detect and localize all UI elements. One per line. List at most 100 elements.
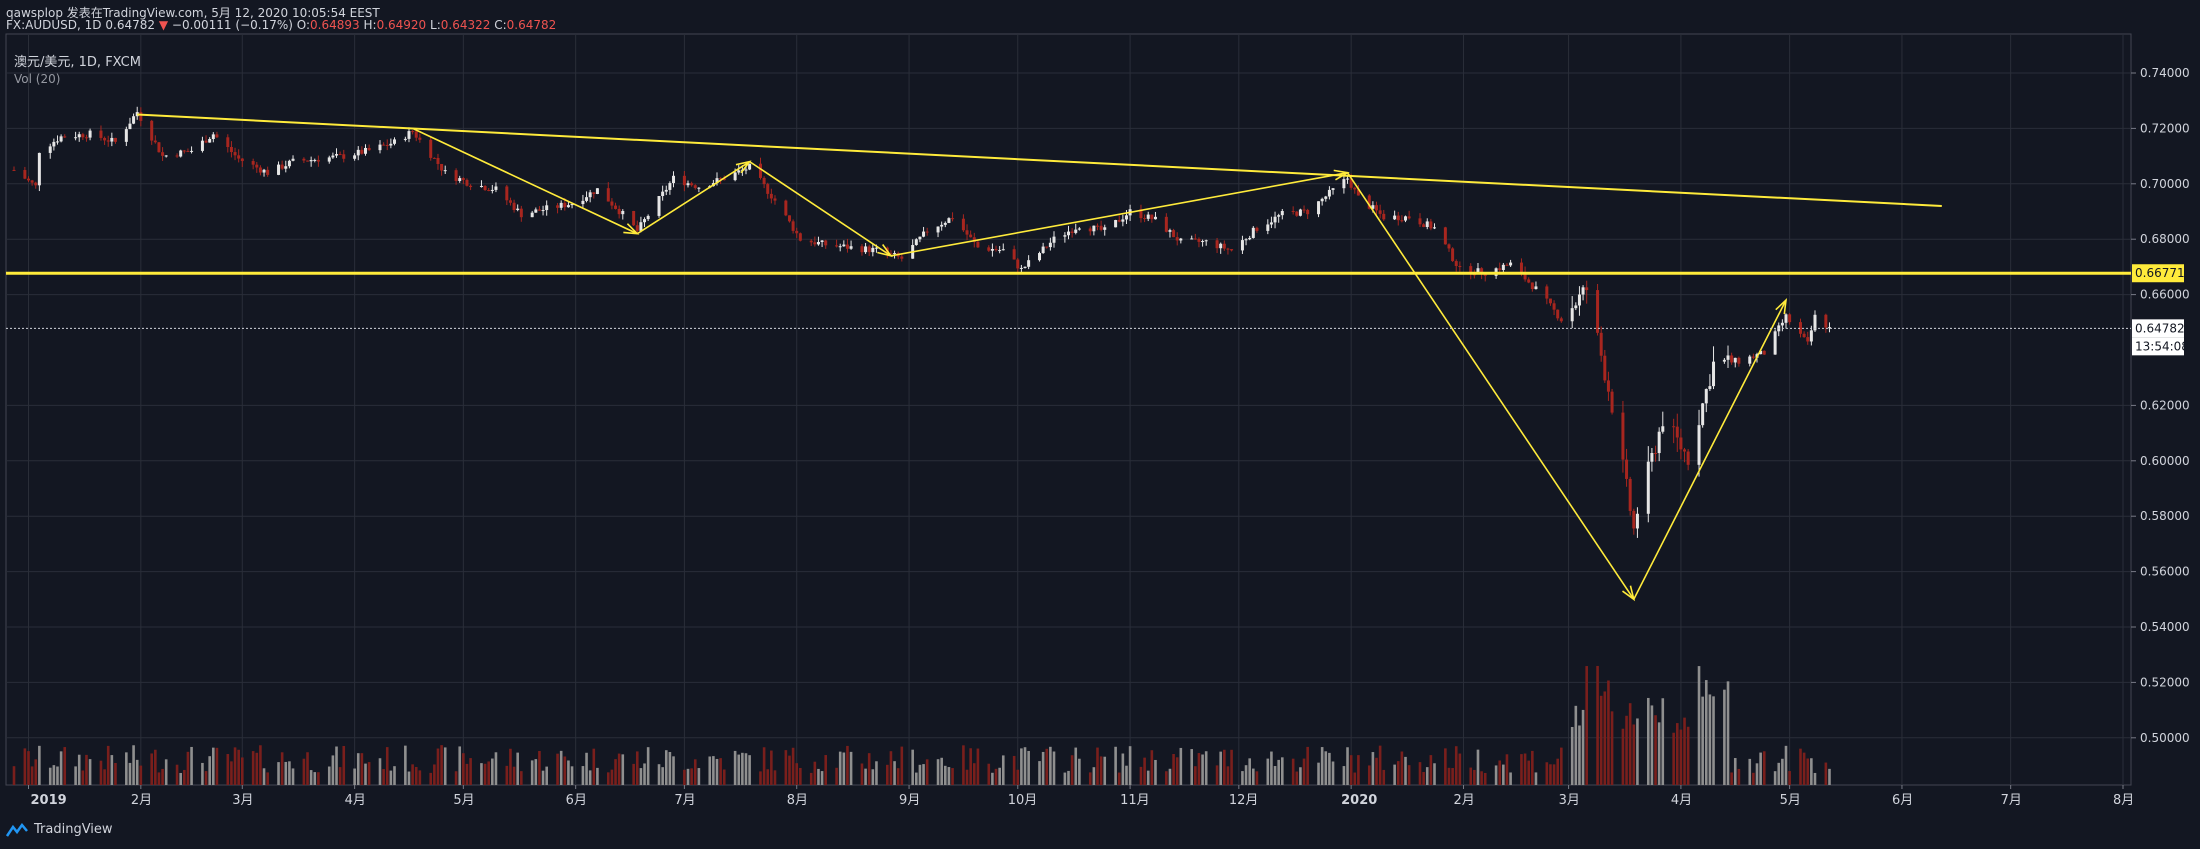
volume-bar	[1317, 762, 1320, 785]
candle-body	[965, 230, 969, 235]
volume-bar	[157, 772, 161, 785]
volume-bar	[610, 769, 614, 785]
candle-body	[63, 136, 67, 138]
candle-body	[1201, 241, 1205, 243]
candle-body	[1523, 272, 1527, 280]
volume-bar	[1324, 751, 1328, 785]
candle-body	[1317, 201, 1321, 215]
volume-bar	[1610, 711, 1614, 785]
volume-bar	[288, 761, 291, 785]
volume-bar	[382, 769, 385, 785]
volume-bar	[1270, 751, 1273, 785]
volume-bar	[1683, 717, 1686, 785]
volume-bar	[1052, 751, 1056, 785]
candle-body	[367, 147, 371, 151]
candle-body	[1124, 215, 1128, 220]
volume-bar	[458, 746, 462, 785]
candle-body	[1476, 268, 1480, 275]
candle-body	[1327, 189, 1331, 197]
volume-bar	[864, 768, 867, 785]
grid-lines	[6, 34, 2131, 785]
volume-bar	[1447, 767, 1451, 785]
volume-bar	[367, 762, 371, 785]
volume-bar	[1074, 747, 1078, 785]
volume-bar	[922, 764, 925, 785]
volume-bar	[443, 747, 447, 785]
x-tick-label: 5月	[453, 793, 474, 808]
candle-body	[461, 178, 465, 180]
volume-bar	[277, 762, 280, 785]
candle-body	[519, 208, 523, 218]
tradingview-brand[interactable]: TradingView	[6, 822, 113, 837]
volume-bar	[1708, 694, 1712, 785]
candle-body	[1646, 461, 1650, 514]
volume-bars	[12, 665, 1831, 785]
volume-bar	[433, 764, 436, 785]
volume-bar	[280, 752, 284, 785]
candle-body	[889, 253, 893, 255]
candle-body	[1114, 220, 1118, 228]
candle-body	[291, 158, 295, 161]
volume-bar	[81, 770, 85, 785]
volume-bar	[1255, 771, 1259, 785]
candle-body	[1654, 453, 1658, 455]
candle-body	[26, 178, 30, 181]
price-axis[interactable]: 0.74000 0.72000 0.70000 0.68000 0.66000 0.620…	[2131, 66, 2190, 745]
volume-bar	[1737, 768, 1741, 785]
candle-body	[842, 244, 846, 247]
countdown-label: 13:54:08	[2135, 339, 2189, 353]
volume-bar	[886, 764, 889, 785]
candle-body	[976, 241, 980, 248]
candle-body	[537, 209, 541, 211]
volume-bar	[1070, 755, 1074, 785]
candle-body	[1704, 389, 1708, 404]
low-label: L:	[430, 18, 441, 32]
volume-bar	[1165, 771, 1168, 785]
candle-body	[52, 141, 56, 147]
volume-bar	[291, 768, 295, 785]
volume-bar	[541, 770, 545, 785]
volume-bar	[1505, 754, 1509, 785]
volume-bar	[606, 772, 610, 785]
volume-bar	[1697, 666, 1701, 785]
y-tick-label: 0.58000	[2140, 509, 2190, 523]
volume-bar	[1241, 771, 1244, 785]
candle-body	[1806, 337, 1810, 342]
volume-bar	[103, 769, 106, 785]
volume-bar	[744, 753, 748, 785]
candle-body	[1016, 259, 1020, 269]
candle-body	[378, 144, 382, 151]
candle-body	[784, 200, 788, 216]
volume-bar	[1813, 772, 1817, 785]
candle-body	[1581, 287, 1585, 295]
candle-body	[697, 187, 701, 189]
candle-body	[306, 160, 310, 162]
volume-bar	[889, 751, 893, 785]
candle-body	[614, 205, 618, 209]
volume-bar	[1773, 771, 1777, 785]
volume-bar	[110, 755, 114, 785]
candle-body	[1291, 210, 1295, 212]
volume-bar	[1328, 752, 1331, 785]
volume-bar	[233, 747, 237, 785]
volume-bar	[436, 748, 440, 785]
candle-body	[113, 137, 117, 142]
volume-bar	[1480, 771, 1483, 785]
volume-bar	[708, 756, 712, 785]
volume-bar	[817, 768, 820, 785]
volume-bar	[1675, 723, 1679, 785]
volume-bar	[875, 761, 878, 785]
candle-body	[715, 178, 719, 184]
candle-body	[157, 142, 161, 153]
volume-bar	[1320, 747, 1324, 785]
candle-body	[940, 224, 944, 227]
volume-bar	[998, 767, 1001, 785]
change-text: −0.00111 (−0.17%)	[171, 18, 293, 32]
x-tick-label: 4月	[1671, 793, 1692, 808]
countdown-badge	[2132, 337, 2184, 356]
volume-bar	[364, 763, 367, 785]
candle-body	[34, 182, 38, 186]
candle-body	[1657, 431, 1661, 454]
time-axis[interactable]: 2019 2月 3月 4月 5月 6月 7月 8月 9月 10月 11月 12月 2020 2月 3月 4月 5…	[27, 785, 2134, 808]
